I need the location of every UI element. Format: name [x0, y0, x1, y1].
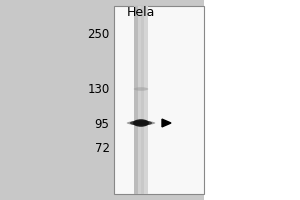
- Bar: [134, 6, 138, 194]
- Polygon shape: [162, 119, 171, 127]
- Bar: [141, 6, 144, 194]
- Bar: [144, 6, 148, 194]
- Ellipse shape: [130, 120, 152, 126]
- Ellipse shape: [127, 121, 155, 125]
- Ellipse shape: [133, 119, 149, 127]
- Text: 95: 95: [94, 117, 110, 130]
- Bar: [138, 6, 141, 194]
- Text: 72: 72: [94, 142, 110, 154]
- Bar: [204, 0, 300, 200]
- Text: Hela: Hela: [127, 6, 155, 20]
- Bar: [114, 6, 204, 194]
- Text: 130: 130: [87, 83, 110, 96]
- Ellipse shape: [134, 87, 148, 91]
- Text: 250: 250: [87, 27, 110, 40]
